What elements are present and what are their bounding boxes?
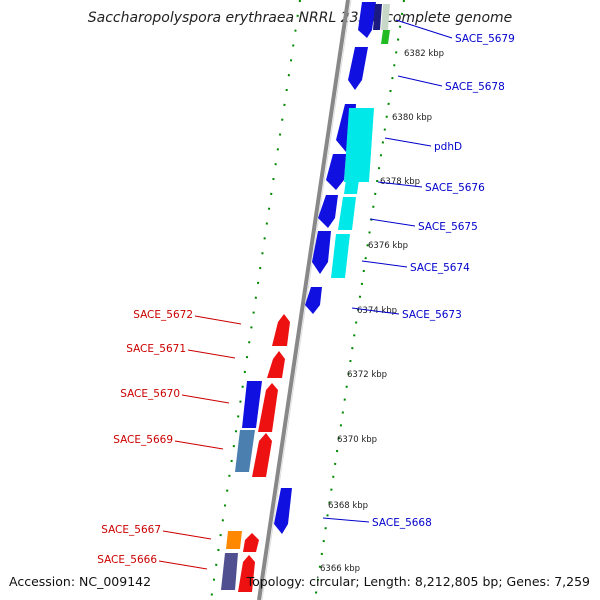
gene-label[interactable]: SACE_5674 xyxy=(410,262,470,274)
gene-feature[interactable] xyxy=(226,531,242,549)
gene-feature[interactable] xyxy=(331,234,350,278)
gene-feature[interactable] xyxy=(326,154,346,190)
gene-feature[interactable] xyxy=(242,381,262,428)
gene-feature[interactable] xyxy=(312,231,331,274)
gene-label[interactable]: SACE_5671 xyxy=(126,343,186,355)
kbp-label: 6370 kbp xyxy=(337,435,377,445)
gene-feature[interactable] xyxy=(348,47,368,90)
kbp-label: 6368 kbp xyxy=(328,501,368,511)
kbp-label: 6380 kbp xyxy=(392,113,432,123)
kbp-label: 6376 kbp xyxy=(368,241,408,251)
reverse-features xyxy=(221,314,290,592)
gene-feature[interactable] xyxy=(258,383,278,432)
gene-leader-line xyxy=(181,394,230,404)
gene-label[interactable]: SACE_5668 xyxy=(372,517,432,529)
gene-label[interactable]: SACE_5667 xyxy=(101,524,161,536)
reverse-gene-labels: SACE_5672 SACE_5671 SACE_5670 SACE_5669 SACE… xyxy=(97,309,242,570)
gene-leader-line xyxy=(322,517,370,523)
gene-feature[interactable] xyxy=(235,430,255,472)
gene-label[interactable]: SACE_5666 xyxy=(97,554,157,566)
gene-feature[interactable] xyxy=(338,197,356,230)
gene-label[interactable]: SACE_5673 xyxy=(402,309,462,321)
gene-feature[interactable] xyxy=(274,488,292,534)
backbone-highlight xyxy=(261,0,352,600)
kbp-label: 6378 kbp xyxy=(380,177,420,187)
gene-feature[interactable] xyxy=(373,4,382,30)
gene-label[interactable]: pdhD xyxy=(434,141,462,153)
gene-leader-line xyxy=(377,181,423,188)
gene-leader-line xyxy=(351,307,400,315)
gene-feature[interactable] xyxy=(381,4,390,30)
gene-label[interactable]: SACE_5672 xyxy=(133,309,193,321)
gene-feature[interactable] xyxy=(221,553,238,590)
gene-feature[interactable] xyxy=(344,158,362,194)
forward-features xyxy=(274,2,390,534)
accession-text: Accession: NC_009142 xyxy=(9,574,152,589)
gene-leader-line xyxy=(384,137,432,147)
gene-label[interactable]: SACE_5676 xyxy=(425,182,485,194)
gene-feature[interactable] xyxy=(358,2,376,38)
gene-leader-line xyxy=(194,315,242,325)
gene-leader-line xyxy=(395,19,453,39)
gene-leader-line xyxy=(369,218,416,227)
gene-leader-line xyxy=(158,560,208,570)
gene-feature[interactable] xyxy=(272,314,290,346)
gene-label[interactable]: SACE_5675 xyxy=(418,221,478,233)
gene-label[interactable]: SACE_5670 xyxy=(120,388,180,400)
gene-feature[interactable] xyxy=(243,533,259,552)
gene-leader-line xyxy=(162,530,212,540)
gene-feature[interactable] xyxy=(267,351,285,378)
genome-backbone xyxy=(257,0,350,600)
gene-leader-line xyxy=(174,440,224,450)
kbp-label: 6372 kbp xyxy=(347,370,387,380)
map-title: Saccharopolyspora erythraea NRRL 2338, c… xyxy=(87,10,513,26)
gene-feature[interactable] xyxy=(252,433,272,477)
gene-feature[interactable] xyxy=(305,287,322,314)
kbp-label: 6382 kbp xyxy=(404,49,444,59)
gene-leader-line xyxy=(361,260,408,268)
forward-gene-labels: SACE_5679 SACE_5678 pdhD SACE_5676 SACE_5675… xyxy=(322,19,515,529)
gene-label[interactable]: SACE_5669 xyxy=(113,434,173,446)
gene-feature[interactable] xyxy=(238,555,255,592)
gene-feature[interactable] xyxy=(381,30,390,44)
gene-label[interactable]: SACE_5678 xyxy=(445,81,505,93)
topology-text: Topology: circular; Length: 8,212,805 bp… xyxy=(246,574,590,589)
gene-feature[interactable] xyxy=(318,195,338,228)
gene-leader-line xyxy=(187,349,236,359)
gene-label[interactable]: SACE_5679 xyxy=(455,33,515,45)
kbp-label: 6366 kbp xyxy=(320,564,360,574)
gene-leader-line xyxy=(397,75,443,87)
